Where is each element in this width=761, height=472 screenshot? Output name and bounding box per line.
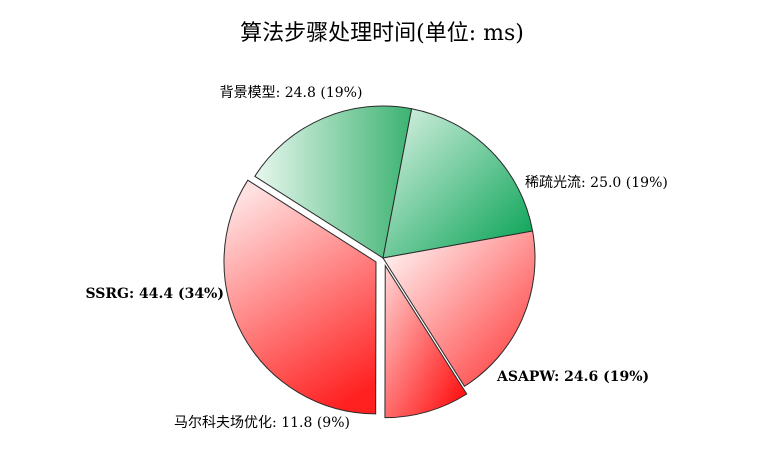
pie-slice-3	[384, 263, 468, 419]
slices-layer	[223, 105, 536, 419]
slice-label-3: 马尔科夫场优化: 11.8 (9%)	[174, 415, 350, 431]
pie-slice-2	[382, 230, 536, 388]
slice-label-2: ASAPW: 24.6 (19%)	[496, 369, 649, 385]
pie-slice-0	[254, 105, 413, 259]
labels-layer: 背景模型: 24.8 (19%) 稀疏光流: 25.0 (19%) ASAPW: 2…	[85, 85, 667, 431]
slice-label-1: 稀疏光流: 25.0 (19%)	[525, 175, 668, 191]
slice-label-4: SSRG: 44.4 (34%)	[85, 286, 224, 302]
pie-slice-4	[223, 179, 377, 415]
chart-title: 算法步骤处理时间(单位: ms)	[240, 21, 524, 46]
pie-slice-1	[382, 108, 534, 259]
slice-label-0: 背景模型: 24.8 (19%)	[220, 85, 363, 101]
